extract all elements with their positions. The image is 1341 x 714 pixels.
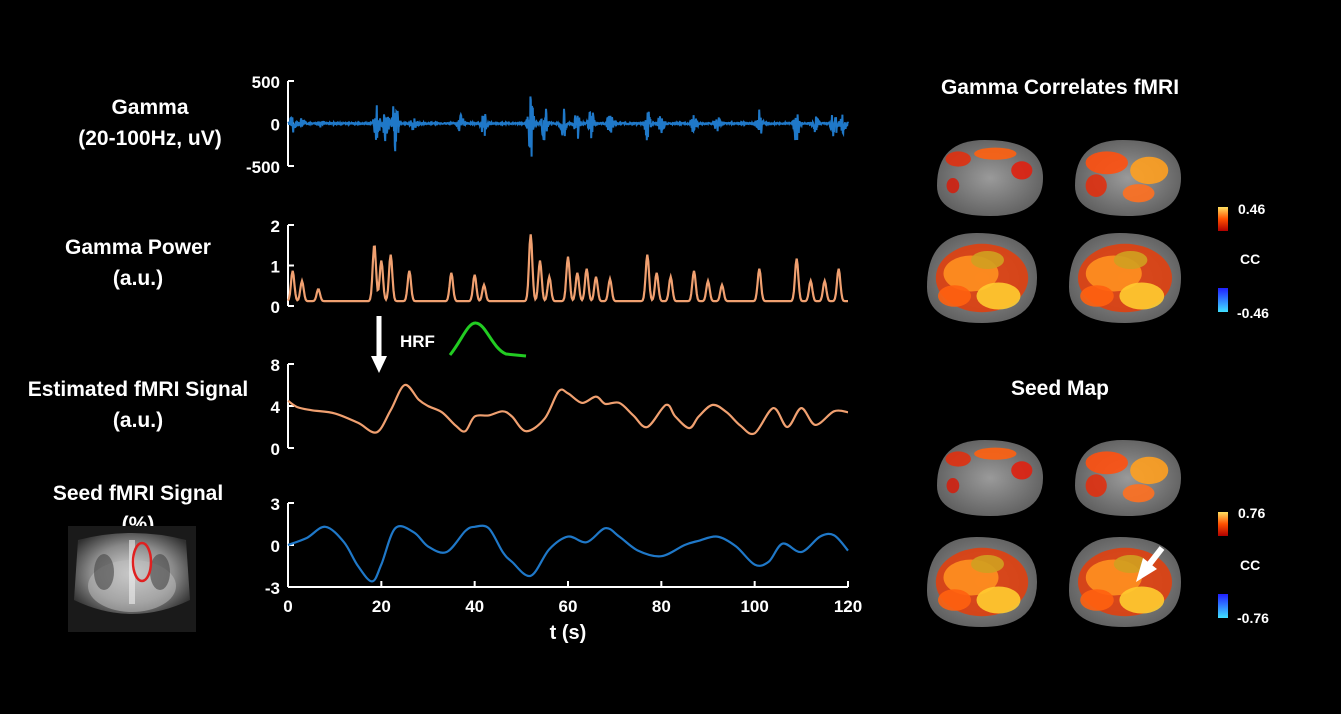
colorbar2-min: -0.76 — [1237, 610, 1269, 626]
gamma-ytick-label: 0 — [271, 116, 280, 135]
gamma-label-line1: Gamma — [111, 96, 189, 119]
gamma-series-line — [287, 96, 849, 157]
brain-map-seed-top-right — [1075, 440, 1181, 516]
seed-brain-maps — [927, 440, 1181, 627]
seed_fmri-ytick-label: -3 — [265, 579, 280, 598]
colorbar-hot-2 — [1218, 512, 1228, 536]
mri-slice-image — [68, 526, 196, 632]
brain-map-top-right — [1075, 140, 1181, 216]
xtick-label: 20 — [372, 597, 391, 616]
xtick-label: 60 — [559, 597, 578, 616]
brain-map-seed-top-left — [937, 440, 1043, 516]
colorbar-correlation: 0.46 CC -0.46 — [1218, 201, 1269, 321]
correlation-brain-maps — [927, 140, 1181, 323]
colorbar-seed: 0.76 CC -0.76 — [1218, 505, 1269, 626]
gamma-ytick-label: -500 — [246, 158, 280, 177]
estimated_fmri-ytick-label: 0 — [271, 440, 280, 459]
seed-map-title: Seed Map — [1010, 377, 1110, 400]
xtick-label: 0 — [283, 597, 292, 616]
colorbar1-min: -0.46 — [1237, 305, 1269, 321]
gamma_power-ytick-label: 0 — [271, 298, 280, 317]
seed-pointer-arrow — [1136, 546, 1165, 582]
colorbar1-label: CC — [1240, 251, 1260, 267]
seed_fmri-series-line — [287, 524, 849, 583]
xtick-label: 120 — [834, 597, 862, 616]
brain-map-top-left — [937, 140, 1043, 216]
colorbar-cold-2 — [1218, 594, 1228, 618]
gamma_power-ytick-label: 2 — [271, 217, 280, 236]
hrf-label: HRF — [400, 332, 435, 351]
colorbar2-max: 0.76 — [1238, 505, 1265, 521]
gamma-power-label: Gamma Power (a.u.) — [28, 232, 248, 294]
seed_fmri-ytick-label: 0 — [271, 537, 280, 556]
hrf-arrow — [371, 316, 387, 373]
hrf-curve — [448, 321, 527, 358]
colorbar-hot-1 — [1218, 207, 1228, 231]
estimated_fmri-series-line — [287, 383, 849, 436]
gamma_power-ytick-label: 1 — [271, 258, 280, 277]
gamma-power-label-line1: Gamma Power — [65, 236, 211, 259]
brain-map-seed-bottom-left — [927, 537, 1037, 627]
xtick-label: 40 — [465, 597, 484, 616]
colorbar1-max: 0.46 — [1238, 201, 1265, 217]
gamma-label-line2: (20-100Hz, uV) — [78, 127, 222, 150]
gamma-label: Gamma (20-100Hz, uV) — [40, 92, 260, 154]
xtick-label: 80 — [652, 597, 671, 616]
roi-marker — [131, 541, 153, 583]
gamma-power-label-line2: (a.u.) — [112, 267, 164, 290]
estimated_fmri-ytick-label: 8 — [271, 356, 280, 375]
brain-map-mid-right — [1069, 233, 1181, 323]
gamma_power-series-line — [287, 234, 848, 303]
colorbar-cold-1 — [1218, 288, 1228, 312]
colorbar2-label: CC — [1240, 557, 1260, 573]
estimated-fmri-label-line1: Estimated fMRI Signal — [27, 378, 249, 401]
x-axis-label: t (s) — [550, 622, 587, 644]
seed-fmri-label-line1: Seed fMRI Signal — [52, 482, 224, 505]
estimated_fmri-ytick-label: 4 — [271, 398, 281, 417]
estimated-fmri-label: Estimated fMRI Signal (a.u.) — [0, 374, 276, 436]
gamma-correlates-title: Gamma Correlates fMRI — [940, 76, 1180, 99]
seed_fmri-ytick-label: 3 — [271, 495, 280, 514]
xtick-label: 100 — [740, 597, 768, 616]
brain-map-mid-left — [927, 233, 1037, 323]
gamma-ytick-label: 500 — [252, 73, 280, 92]
brain-map-seed-bottom-right — [1069, 537, 1181, 627]
estimated-fmri-label-line2: (a.u.) — [112, 409, 164, 432]
